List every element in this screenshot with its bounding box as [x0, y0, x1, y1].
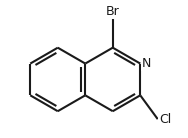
Text: Br: Br [106, 5, 120, 18]
Text: N: N [142, 57, 151, 70]
Text: Cl: Cl [159, 113, 171, 126]
